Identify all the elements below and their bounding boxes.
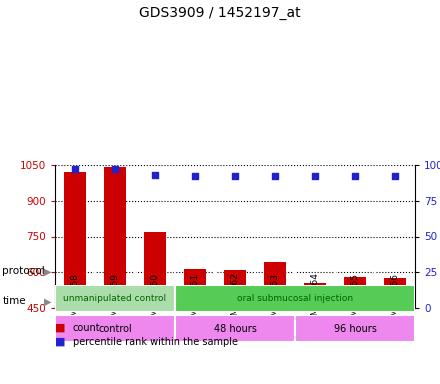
Bar: [384, 278, 406, 308]
Bar: [55, 285, 175, 312]
Text: ■: ■: [55, 337, 66, 347]
Point: [271, 173, 279, 179]
Bar: [184, 269, 206, 308]
Point: [111, 166, 118, 172]
Bar: [175, 315, 295, 342]
Text: GDS3909 / 1452197_at: GDS3909 / 1452197_at: [139, 7, 301, 20]
Text: GSM693664: GSM693664: [311, 273, 319, 328]
Text: GSM693665: GSM693665: [351, 273, 359, 328]
Text: GSM693661: GSM693661: [191, 273, 199, 328]
Text: ▶: ▶: [44, 266, 51, 276]
Point: [191, 173, 198, 179]
Point: [151, 172, 158, 178]
Text: control: control: [98, 323, 132, 333]
Point: [231, 173, 238, 179]
Text: GSM693658: GSM693658: [70, 273, 80, 328]
Text: protocol: protocol: [2, 266, 45, 276]
Bar: [144, 232, 166, 308]
Text: count: count: [73, 323, 100, 333]
Point: [312, 173, 319, 179]
Bar: [55, 315, 175, 342]
Text: GSM693663: GSM693663: [271, 273, 279, 328]
Bar: [104, 167, 126, 308]
Point: [71, 166, 78, 172]
Bar: [175, 285, 415, 312]
Text: GSM693659: GSM693659: [110, 273, 120, 328]
Text: GSM693666: GSM693666: [391, 273, 400, 328]
Point: [352, 173, 359, 179]
Text: time: time: [2, 296, 26, 306]
Text: 48 hours: 48 hours: [213, 323, 257, 333]
Bar: [295, 315, 415, 342]
Point: [392, 173, 399, 179]
Text: ■: ■: [55, 323, 66, 333]
Text: percentile rank within the sample: percentile rank within the sample: [73, 337, 238, 347]
Bar: [344, 278, 366, 308]
Text: ▶: ▶: [44, 296, 51, 306]
Bar: [264, 262, 286, 308]
Text: 96 hours: 96 hours: [334, 323, 377, 333]
Bar: [304, 283, 326, 308]
Bar: [64, 172, 86, 308]
Text: oral submucosal injection: oral submucosal injection: [237, 294, 353, 303]
Bar: [224, 270, 246, 308]
Text: GSM693662: GSM693662: [231, 273, 239, 328]
Text: unmanipulated control: unmanipulated control: [63, 294, 167, 303]
Text: GSM693660: GSM693660: [150, 273, 160, 328]
